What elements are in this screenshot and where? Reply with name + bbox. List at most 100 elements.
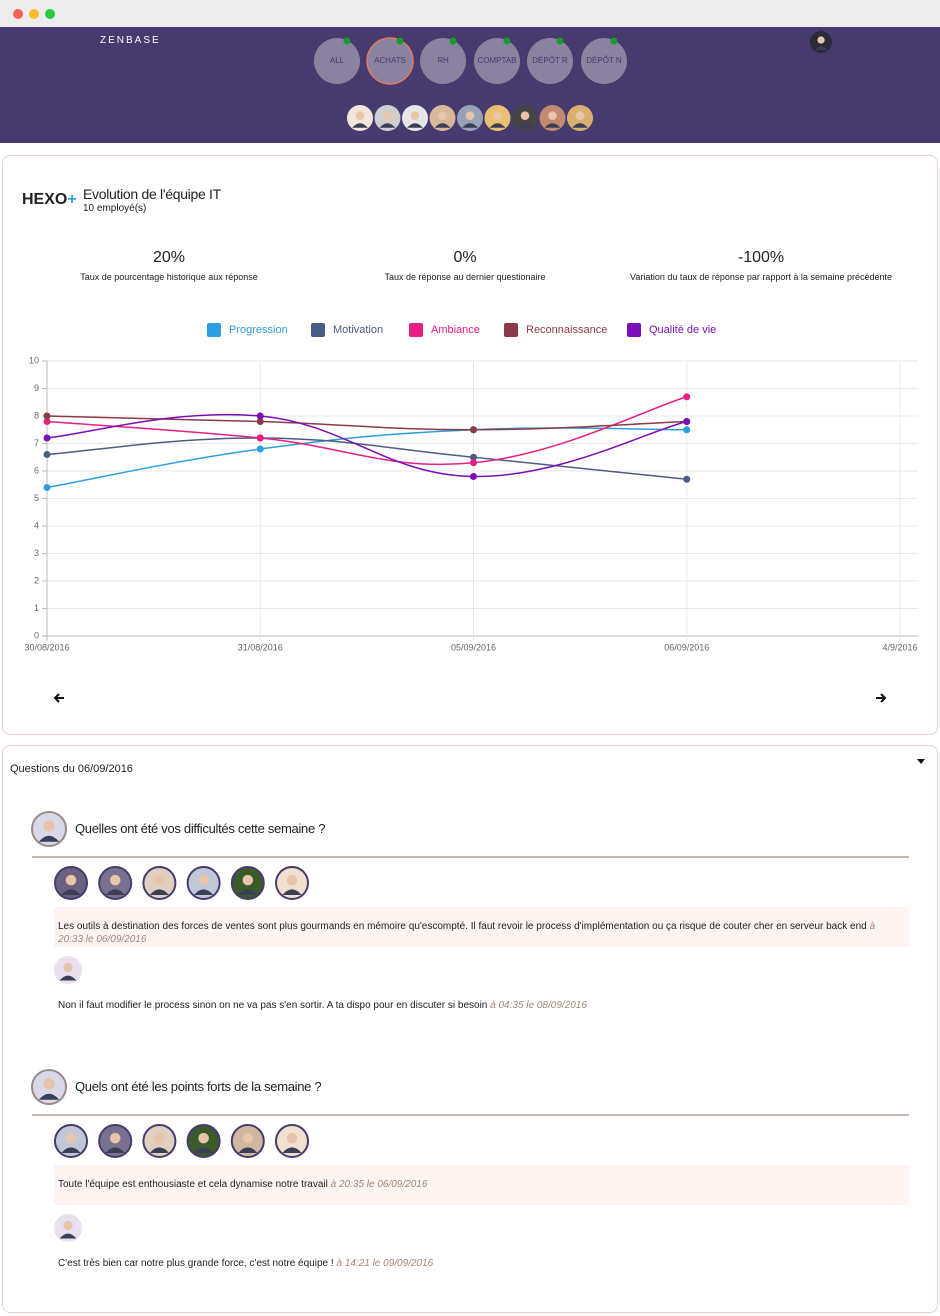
avatar-body: [489, 123, 506, 128]
tab[interactable]: [581, 38, 627, 84]
tab-status: [343, 37, 351, 45]
avatar-body: [238, 1147, 258, 1153]
tab[interactable]: [314, 38, 360, 84]
avatar: [142, 1124, 177, 1158]
avatar-body: [105, 1147, 125, 1153]
window-maximize: [45, 9, 55, 19]
data-point: [256, 418, 264, 425]
avatar: [54, 1124, 88, 1158]
avatar-head: [817, 36, 825, 44]
legend-label: Qualité de vie: [649, 324, 716, 336]
data-point: [43, 484, 51, 491]
data-point: [470, 453, 477, 461]
data-point: [470, 459, 477, 467]
tab-label: RH: [437, 56, 449, 65]
x-tick-label: 30/08/2016: [24, 642, 69, 652]
avatar: [230, 866, 265, 900]
avatar-head: [65, 874, 77, 886]
reply-text: Non il faut modifier le process sinon on…: [58, 1000, 488, 1011]
avatar: [567, 105, 593, 131]
tab-status: [449, 37, 457, 45]
reply-time: à 04:35 le 08/09/2016: [490, 1000, 587, 1011]
avatar-head: [242, 1132, 254, 1144]
avatar-body: [572, 123, 588, 128]
y-tick-label: 1: [34, 603, 39, 613]
data-point: [683, 475, 691, 483]
y-tick-label: 7: [34, 438, 39, 448]
series-line: [46, 437, 687, 480]
next-arrow[interactable]: [876, 693, 887, 703]
comment-time: à 20:35 le 06/09/2016: [330, 1179, 428, 1190]
avatar-body: [194, 1147, 214, 1153]
avatar: [539, 105, 566, 131]
data-point: [256, 434, 264, 442]
reply-text: C'est très bien car notre plus grande fo…: [58, 1258, 334, 1269]
x-tick-label: 05/09/2016: [451, 642, 496, 652]
avatar: [374, 105, 401, 131]
y-tick-label: 4: [34, 520, 39, 530]
avatar-head: [438, 111, 447, 120]
series-line: [46, 415, 687, 431]
y-tick-label: 9: [34, 383, 39, 393]
comment-text: Les outils à destination des forces de v…: [58, 921, 867, 932]
legend-swatch: [311, 323, 325, 337]
data-point: [256, 412, 264, 420]
avatar: [457, 105, 483, 131]
reply-time: à 14:21 le 09/09/2016: [336, 1258, 434, 1269]
collapse-caret[interactable]: [917, 759, 925, 764]
avatar-body: [149, 889, 169, 895]
reply: Non il faut modifier le process sinon on…: [58, 999, 898, 1012]
prev-arrow[interactable]: [53, 693, 64, 703]
legend-swatch: [207, 323, 221, 337]
tab-label: COMPTAB: [478, 56, 517, 65]
avatar: [54, 1214, 82, 1242]
tab[interactable]: [527, 38, 573, 84]
avatar-head: [520, 111, 530, 120]
tab-label: DÉPÔT N: [586, 56, 622, 65]
data-point: [470, 426, 477, 434]
avatar: [512, 105, 538, 131]
avatar-head: [63, 962, 73, 973]
avatar-head: [43, 820, 55, 832]
legend-swatch: [409, 323, 423, 337]
avatar-body: [352, 123, 368, 128]
avatar-body: [544, 123, 561, 128]
x-tick-label: 31/08/2016: [238, 642, 283, 652]
data-point: [43, 451, 51, 458]
avatar: [275, 866, 309, 900]
tab[interactable]: [366, 37, 414, 85]
x-tick-label: 06/09/2016: [664, 642, 709, 652]
avatar: [31, 811, 67, 847]
logo-plus: +: [67, 191, 77, 208]
data-point: [470, 473, 477, 480]
comment-box: [54, 1165, 909, 1205]
tab[interactable]: [474, 38, 520, 84]
questions-heading: Questions du 06/09/2016: [10, 763, 133, 775]
tab[interactable]: [420, 38, 466, 84]
y-tick-label: 2: [34, 575, 39, 585]
avatar-head: [410, 111, 420, 120]
avatar: [275, 1124, 309, 1158]
avatar-head: [242, 874, 254, 886]
series-line: [46, 413, 687, 478]
avatar-body: [59, 1233, 77, 1239]
x-tick-label: 4/9/2016: [882, 642, 917, 652]
data-point: [683, 418, 691, 425]
comment: Les outils à destination des forces de v…: [58, 920, 898, 946]
data-point: [683, 426, 691, 434]
avatar: [186, 866, 221, 900]
panel-subtitle: 10 employé(s): [83, 203, 147, 214]
avatar: [186, 1124, 221, 1158]
avatar-head: [198, 874, 209, 886]
y-tick-label: 6: [34, 465, 39, 475]
avatar-head: [355, 111, 365, 120]
tab-label: DÉPÔT R: [532, 56, 568, 65]
avatar-head: [286, 874, 298, 886]
brand: ZENBASE: [100, 35, 161, 46]
legend-label: Progression: [229, 324, 288, 336]
tab-status: [610, 37, 618, 45]
stat-value: -100%: [737, 249, 785, 266]
data-point: [43, 434, 51, 442]
avatar-head: [575, 111, 585, 120]
avatar-head: [43, 1078, 55, 1090]
